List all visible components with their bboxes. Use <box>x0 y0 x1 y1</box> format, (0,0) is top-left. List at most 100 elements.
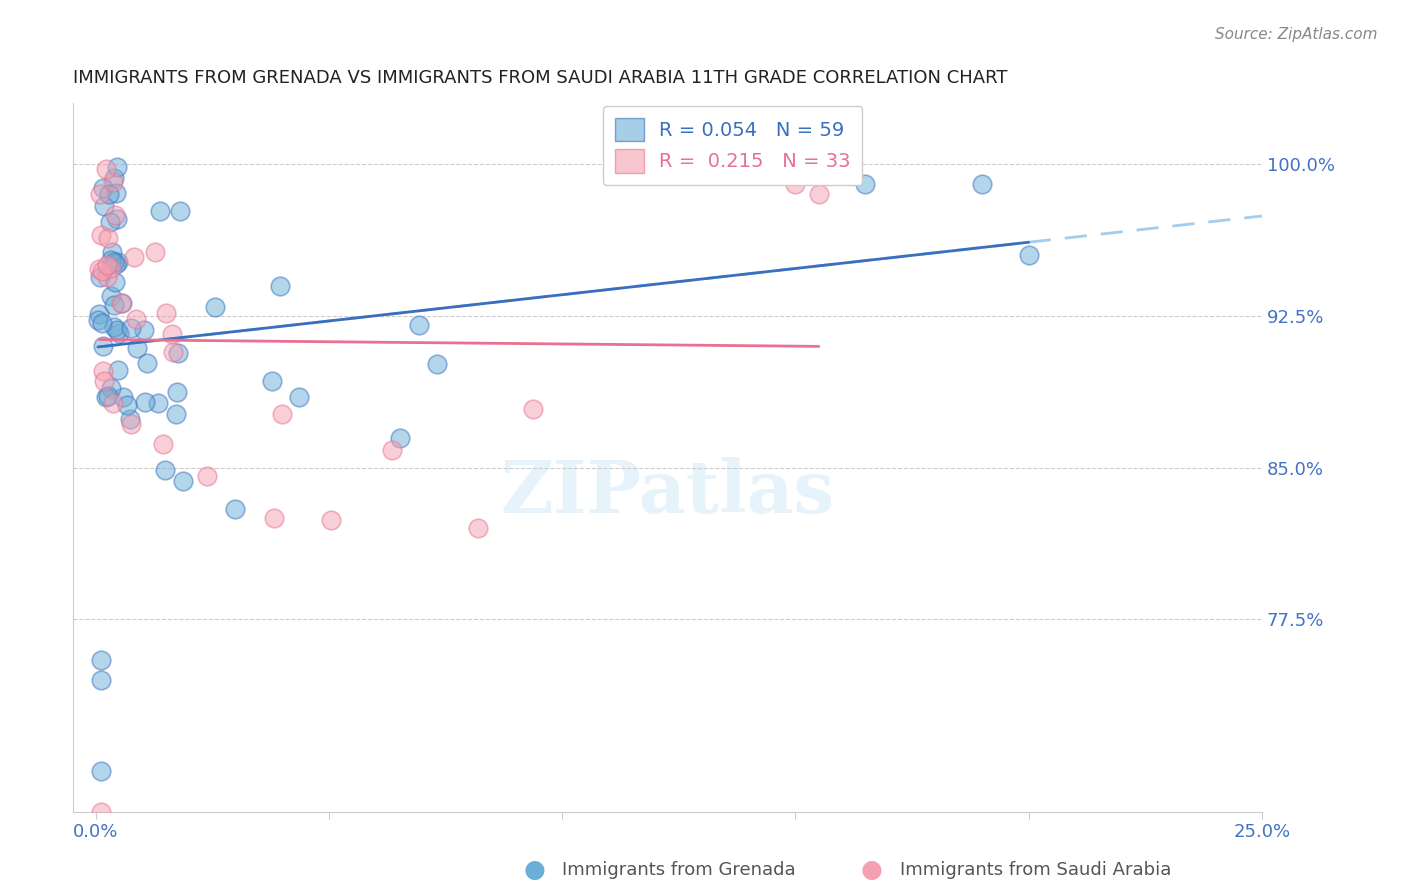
Point <box>93 375 115 389</box>
Point <box>125 312 148 326</box>
Point <box>271 407 294 421</box>
Point <box>96 258 118 272</box>
Point <box>120 417 142 431</box>
Point <box>103 319 125 334</box>
Point <box>89 186 111 201</box>
Point <box>100 252 122 267</box>
Point <box>321 513 343 527</box>
Point <box>970 178 993 192</box>
Point <box>91 364 114 378</box>
Point <box>90 227 112 242</box>
Point <box>111 390 134 404</box>
Point <box>204 300 226 314</box>
Point <box>91 263 114 277</box>
Point <box>107 363 129 377</box>
Point <box>97 231 120 245</box>
Point <box>110 295 132 310</box>
Point <box>90 764 112 778</box>
Point <box>1018 248 1040 262</box>
Point <box>107 255 129 269</box>
Point <box>162 345 184 359</box>
Text: ZIPatlas: ZIPatlas <box>501 458 834 528</box>
Point <box>260 374 283 388</box>
Point <box>167 346 190 360</box>
Point <box>94 390 117 404</box>
Point <box>408 318 430 332</box>
Point <box>105 211 128 226</box>
Point <box>97 389 120 403</box>
Point <box>104 208 127 222</box>
Point <box>89 270 111 285</box>
Point <box>91 180 114 194</box>
Point <box>104 186 127 201</box>
Point <box>125 341 148 355</box>
Point <box>101 396 124 410</box>
Point <box>165 407 187 421</box>
Point <box>87 313 110 327</box>
Text: Immigrants from Grenada: Immigrants from Grenada <box>562 861 796 879</box>
Point <box>153 462 176 476</box>
Point <box>389 431 412 445</box>
Point <box>115 398 138 412</box>
Point <box>146 395 169 409</box>
Point <box>90 805 112 819</box>
Point <box>152 437 174 451</box>
Point <box>111 295 134 310</box>
Point <box>96 270 118 285</box>
Point <box>98 214 121 228</box>
Point <box>108 326 131 340</box>
Point <box>467 521 489 535</box>
Point <box>522 402 544 417</box>
Text: Source: ZipAtlas.com: Source: ZipAtlas.com <box>1215 27 1378 42</box>
Point <box>149 203 172 218</box>
Point <box>855 178 877 192</box>
Point <box>143 245 166 260</box>
Point <box>224 502 246 516</box>
Point <box>91 339 114 353</box>
Point <box>134 395 156 409</box>
Point <box>195 469 218 483</box>
Point <box>90 673 112 687</box>
Point <box>155 305 177 319</box>
Point <box>101 245 124 260</box>
Point <box>98 186 121 201</box>
Point <box>89 262 111 277</box>
Point <box>288 390 311 404</box>
Point <box>263 511 285 525</box>
Point <box>107 160 129 174</box>
Point <box>135 356 157 370</box>
Point <box>100 289 122 303</box>
Point <box>87 307 110 321</box>
Point <box>807 187 830 202</box>
Point <box>103 298 125 312</box>
Point <box>100 380 122 394</box>
Point <box>94 162 117 177</box>
Point <box>103 170 125 185</box>
Point <box>169 204 191 219</box>
Point <box>104 275 127 289</box>
Point <box>103 254 125 268</box>
Point <box>785 178 807 192</box>
Text: ●: ● <box>523 858 546 881</box>
Point <box>90 653 112 667</box>
Point <box>132 323 155 337</box>
Point <box>118 412 141 426</box>
Point <box>104 256 127 270</box>
Text: Immigrants from Saudi Arabia: Immigrants from Saudi Arabia <box>900 861 1171 879</box>
Point <box>162 327 184 342</box>
Point <box>269 279 291 293</box>
Point <box>93 199 115 213</box>
Point <box>120 320 142 334</box>
Text: ●: ● <box>860 858 883 881</box>
Point <box>380 443 402 458</box>
Point <box>103 175 125 189</box>
Point <box>166 384 188 399</box>
Point <box>90 316 112 330</box>
Point <box>172 474 194 488</box>
Legend: R = 0.054   N = 59, R =  0.215   N = 33: R = 0.054 N = 59, R = 0.215 N = 33 <box>603 106 862 185</box>
Point <box>425 358 447 372</box>
Point <box>100 260 122 275</box>
Text: IMMIGRANTS FROM GRENADA VS IMMIGRANTS FROM SAUDI ARABIA 11TH GRADE CORRELATION C: IMMIGRANTS FROM GRENADA VS IMMIGRANTS FR… <box>73 69 1007 87</box>
Point <box>105 323 128 337</box>
Point <box>122 250 145 264</box>
